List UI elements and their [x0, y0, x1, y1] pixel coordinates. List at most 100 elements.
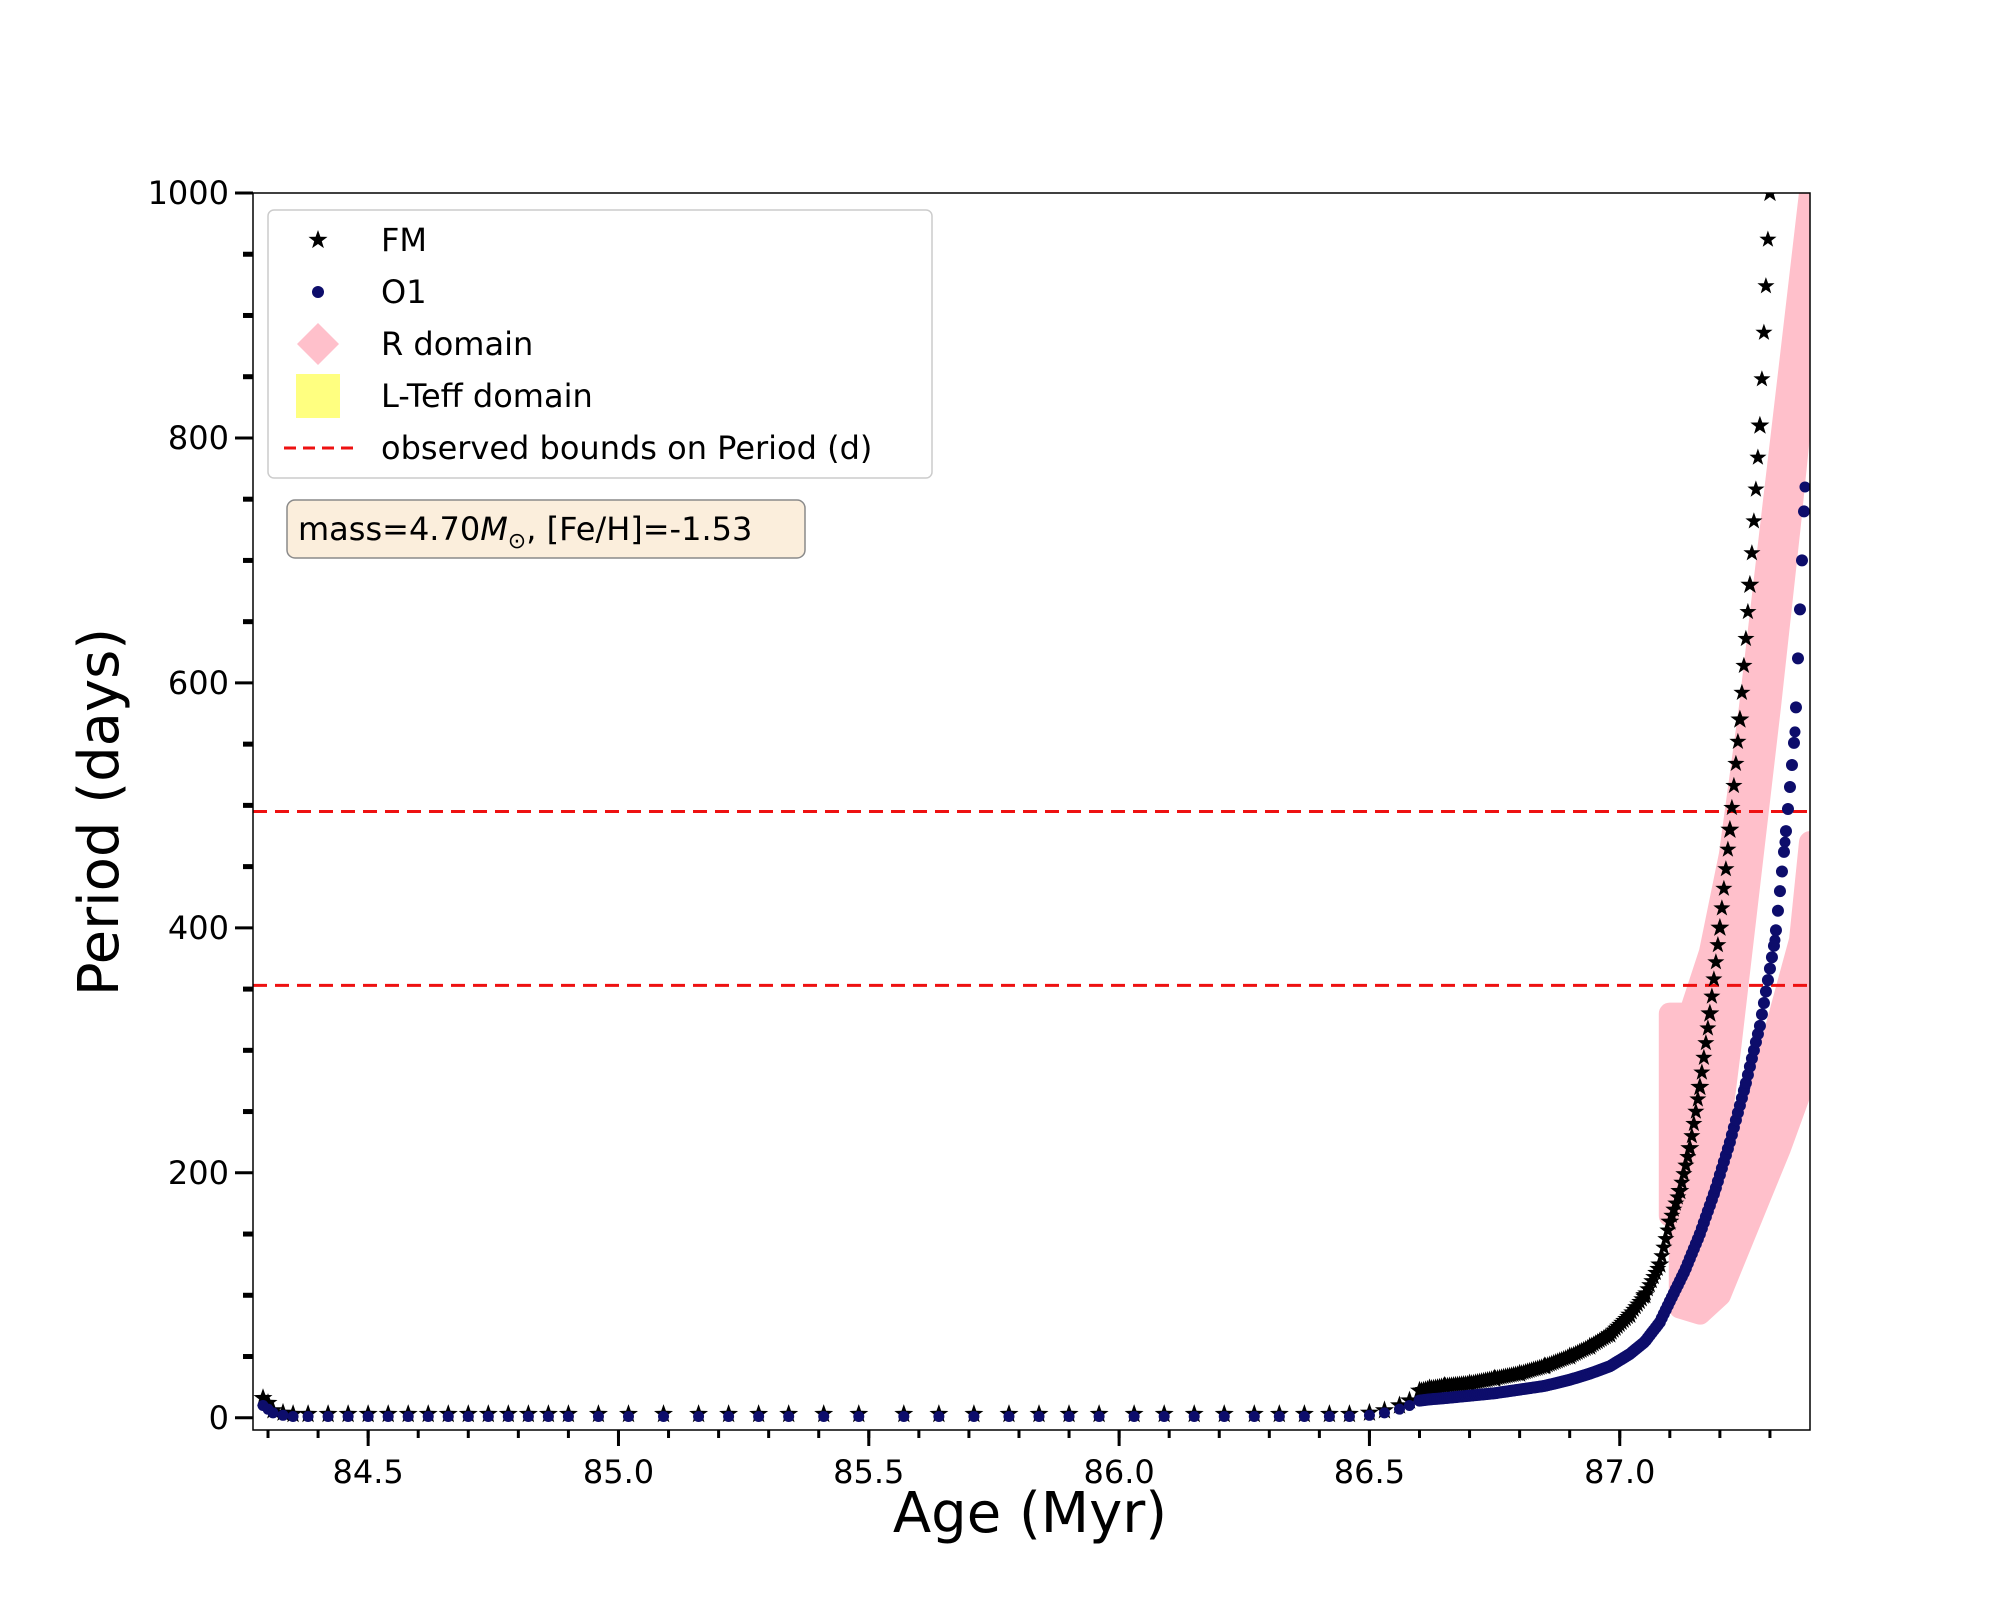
o1-series [257, 481, 1810, 1423]
o1-point [1789, 726, 1801, 738]
o1-point [1769, 924, 1782, 937]
o1-point [1403, 1400, 1415, 1412]
o1-point [1363, 1409, 1375, 1421]
o1-point [342, 1411, 354, 1423]
fm-point [1745, 512, 1763, 529]
o1-point [693, 1411, 705, 1423]
annotation-text: mass=4.70M⊙, [Fe/H]=-1.53 [298, 510, 752, 554]
o1-point [1777, 845, 1790, 858]
o1-point [1779, 836, 1791, 848]
o1-point [277, 1409, 289, 1421]
o1-point [267, 1407, 279, 1419]
legend-diamond-marker [297, 323, 339, 365]
annotation-prefix: mass=4.70 [298, 510, 480, 548]
o1-point [818, 1411, 830, 1423]
o1-point [287, 1411, 299, 1423]
fm-point [1747, 480, 1765, 497]
y-axis-title: Period (days) [67, 628, 132, 996]
fm-point [1725, 776, 1743, 794]
legend-box [267, 209, 933, 479]
fm-point [1679, 1147, 1697, 1165]
o1-point [1753, 1019, 1766, 1032]
fm-point [1715, 879, 1733, 896]
o1-point [1781, 803, 1794, 816]
o1-point [622, 1411, 634, 1423]
o1-point [442, 1411, 454, 1423]
o1-point [1787, 736, 1800, 749]
legend-square-marker [296, 374, 340, 418]
o1-point [1093, 1411, 1105, 1423]
fm-point [1653, 1247, 1671, 1264]
o1-point [1795, 554, 1808, 567]
fm-point [1721, 820, 1739, 838]
fm-point [1701, 1004, 1719, 1021]
y-tick-label: 800 [168, 419, 229, 457]
fm-point [1677, 1156, 1695, 1173]
legend-r-domain: R domain [381, 325, 533, 363]
o1-point [1323, 1411, 1335, 1423]
fm-point [1743, 544, 1761, 561]
fm-point [1757, 277, 1775, 294]
fm-point [1705, 970, 1723, 987]
fm-point [1697, 1034, 1715, 1051]
plot-frame [252, 192, 1811, 1431]
legend-items: FM O1 R domain L-Teff domain observed bounds… [284, 221, 872, 467]
o1-point [1763, 962, 1776, 975]
legend-l-teff-domain: L-Teff domain [381, 377, 593, 415]
fm-point [1735, 656, 1753, 673]
o1-point [968, 1411, 980, 1423]
fm-point [1683, 1127, 1701, 1144]
o1-point [658, 1411, 670, 1423]
fm-point [1731, 710, 1749, 727]
fm-point [1667, 1194, 1685, 1211]
o1-point [1755, 1008, 1768, 1021]
observed-bounds-lines [253, 810, 1810, 987]
o1-point [1248, 1411, 1260, 1423]
o1-point [1757, 996, 1770, 1009]
fm-point [1691, 1078, 1709, 1095]
o1-point [853, 1411, 865, 1423]
o1-point [522, 1411, 534, 1423]
o1-point [1779, 825, 1792, 838]
fm-point [1711, 918, 1729, 936]
o1-point [1775, 865, 1788, 878]
fm-point [258, 1393, 278, 1412]
parameter-annotation: mass=4.70M⊙, [Fe/H]=-1.53 [286, 499, 806, 559]
y-tick-label: 200 [168, 1154, 229, 1192]
fm-point [1675, 1165, 1693, 1182]
o1-point [1343, 1411, 1355, 1423]
o1-point [1033, 1411, 1045, 1423]
o1-point [753, 1411, 765, 1423]
fm-point [1713, 899, 1731, 916]
legend-observed-bounds-on-period-d: observed bounds on Period (d) [381, 429, 872, 467]
fm-point [1669, 1188, 1687, 1205]
fm-point [1681, 1139, 1699, 1156]
fm-point [1673, 1173, 1691, 1190]
x-tick-label: 87.0 [1584, 1453, 1655, 1491]
o1-point [1791, 652, 1804, 665]
o1-point [1797, 505, 1810, 518]
o1-point [723, 1411, 735, 1423]
o1-point [1789, 701, 1802, 714]
y-tick-label: 1000 [148, 174, 229, 212]
x-tick-label: 85.5 [833, 1453, 904, 1491]
fm-point [1719, 840, 1737, 857]
annotation-subscript: ⊙ [508, 529, 526, 554]
o1-point [1393, 1403, 1405, 1415]
o1-point [1773, 885, 1786, 898]
x-tick-label: 85.0 [583, 1453, 654, 1491]
o1-point [1298, 1411, 1310, 1423]
fm-point [1689, 1090, 1707, 1107]
y-tick-label: 600 [168, 664, 229, 702]
legend-star-marker [308, 230, 328, 249]
fm-point [1685, 1114, 1703, 1132]
fm-point [1737, 629, 1755, 647]
o1-point [322, 1411, 334, 1423]
legend-o1: O1 [381, 273, 427, 311]
o1-point [302, 1411, 314, 1423]
fm-point [1699, 1019, 1717, 1036]
o1-point [783, 1411, 795, 1423]
fm-point [1727, 754, 1745, 771]
legend-fm: FM [381, 221, 427, 259]
